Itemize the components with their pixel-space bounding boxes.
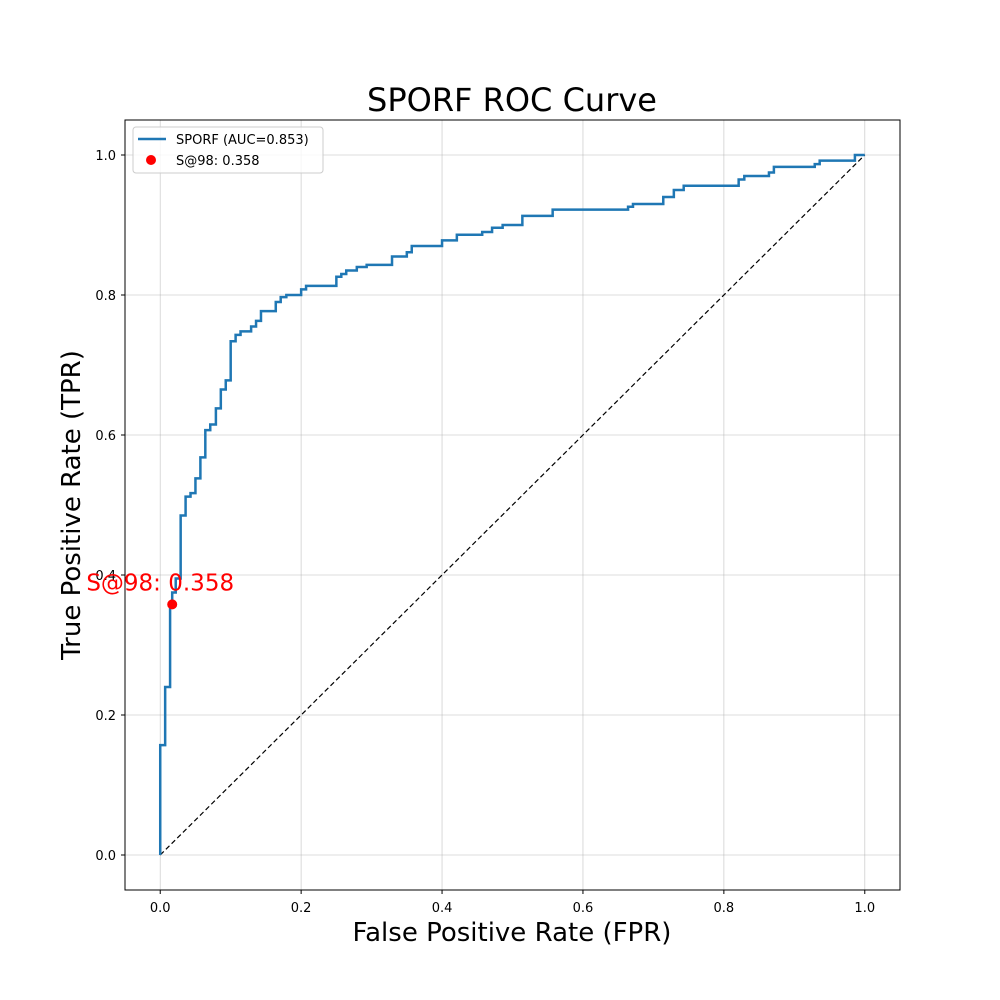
y-axis-label: True Positive Rate (TPR) — [57, 350, 87, 661]
y-tick-label: 1.0 — [95, 149, 116, 164]
y-tick-label: 0.2 — [95, 709, 116, 724]
plot-area-frame — [124, 119, 901, 891]
y-tick-label: 0.6 — [95, 429, 116, 444]
y-tick-label: 0.4 — [95, 569, 116, 584]
y-tick-label: 0.8 — [95, 289, 116, 304]
legend-box — [132, 126, 324, 174]
x-tick-label: 0.0 — [150, 901, 171, 916]
x-tick-label: 0.4 — [432, 901, 453, 916]
y-tick-label: 0.0 — [95, 849, 116, 864]
legend: SPORF (AUC=0.853) S@98: 0.358 — [132, 126, 324, 174]
s98-annotation: S@98: 0.358 — [86, 570, 234, 596]
legend-dot-swatch — [146, 155, 156, 165]
x-tick-label: 0.2 — [291, 901, 312, 916]
chance-diagonal-line — [159, 154, 866, 856]
y-axis-ticks: 0.0 0.2 0.4 0.6 0.8 1.0 — [95, 149, 125, 864]
x-tick-label: 0.6 — [573, 901, 594, 916]
x-tick-label: 0.8 — [714, 901, 735, 916]
s98-marker-point — [167, 599, 178, 610]
legend-label-roc: SPORF (AUC=0.853) — [176, 133, 309, 148]
x-axis-ticks: 0.0 0.2 0.4 0.6 0.8 1.0 — [150, 890, 875, 916]
x-axis-label: False Positive Rate (FPR) — [353, 918, 672, 948]
chart-title: SPORF ROC Curve — [367, 81, 657, 119]
x-tick-label: 1.0 — [854, 901, 875, 916]
roc-curve-line — [158, 153, 865, 855]
legend-label-s98: S@98: 0.358 — [176, 154, 260, 169]
